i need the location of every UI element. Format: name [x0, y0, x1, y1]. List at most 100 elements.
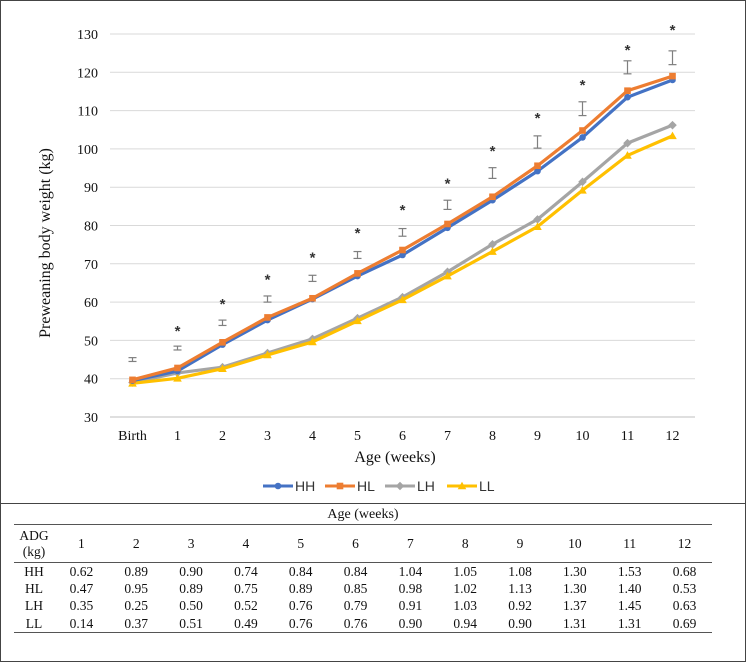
legend-item-hl: HL: [325, 478, 375, 494]
x-tick-label: 1: [174, 429, 181, 444]
table-cell: 0.35: [69, 598, 94, 614]
significance-markers: * * * * * * * * * * * *: [175, 22, 676, 340]
significance-star: *: [175, 323, 181, 340]
table-cell: 0.74: [234, 563, 258, 579]
data-point: [174, 364, 181, 372]
significance-star: *: [535, 110, 541, 127]
significance-star: *: [310, 250, 316, 267]
row-label: HL: [25, 580, 43, 596]
significance-star: *: [445, 175, 451, 192]
data-point: [173, 374, 182, 382]
error-bar: [443, 199, 452, 211]
column-header: 6: [352, 535, 359, 551]
data-point: [669, 72, 676, 80]
table-cell: 0.98: [398, 580, 423, 596]
table-cell: 0.90: [398, 615, 423, 631]
error-bar: [668, 50, 677, 66]
table-cell: 0.84: [288, 563, 313, 579]
significance-star: *: [355, 225, 361, 242]
adg-table-section: Age (weeks) ADG (kg) 1 2 3 4 5 6 7 8 9 10 11 12 HH 0…: [14, 506, 712, 633]
table-cell: 0.89: [124, 563, 149, 579]
gridlines: [110, 33, 695, 418]
y-tick-label: 80: [84, 220, 98, 235]
error-bar: [353, 250, 362, 260]
table-cell: 1.05: [453, 563, 478, 579]
error-bar: [173, 345, 182, 351]
x-tick-labels: Birth 1 2 3 4 5 6 7 8 9 10 11 12: [118, 429, 679, 444]
data-point: [489, 193, 496, 201]
y-tick-labels: 30 40 50 60 70 80 90 100 110 120 130: [77, 28, 98, 426]
table-header: Age (weeks): [327, 507, 399, 522]
data-point: [354, 270, 361, 277]
table-cell: 0.68: [672, 563, 697, 579]
table-cell: 0.76: [288, 598, 313, 614]
x-tick-label: 12: [666, 429, 680, 444]
x-tick-label: 6: [399, 429, 406, 444]
table-cell: 0.25: [124, 598, 149, 614]
table-cell: 0.75: [234, 580, 258, 596]
table-cell: 0.47: [69, 580, 94, 596]
data-point: [398, 295, 407, 304]
y-axis-title: Preweaning body weight (kg): [37, 148, 54, 338]
series-ll: [128, 131, 677, 387]
series-lines: [128, 72, 677, 387]
figure-divider: [0, 503, 746, 504]
legend-label: HH: [295, 478, 315, 494]
legend-item-hh: HH: [263, 478, 315, 494]
row-label-header: ADG (kg): [14, 525, 54, 563]
data-point: [488, 239, 497, 249]
table-cell: 1.03: [453, 598, 478, 614]
data-point: [443, 271, 452, 280]
data-point: [579, 134, 586, 141]
table-cell: 0.79: [343, 598, 368, 614]
table-cell: 0.85: [343, 580, 368, 596]
table-cell: 0.14: [69, 615, 94, 631]
column-header: 8: [461, 535, 469, 551]
data-point: [579, 127, 586, 134]
x-tick-label: 8: [489, 429, 496, 444]
table-cell: 0.69: [672, 615, 697, 631]
table-cell: 1.30: [563, 580, 587, 596]
table-cell: 1.37: [563, 598, 587, 614]
significance-star: *: [400, 202, 406, 219]
error-bar: [263, 295, 272, 303]
table-row: LL 0.14 0.37 0.51 0.49 0.76 0.76 0.90 0.94 0.90 1.…: [14, 615, 712, 633]
table-cell: 0.95: [124, 580, 149, 596]
table-cell: 0.52: [234, 598, 258, 614]
data-point: [457, 481, 467, 490]
table-row: LH 0.35 0.25 0.50 0.52 0.76 0.79 0.91 1.03 0.92 1.…: [14, 598, 712, 616]
legend-label: LL: [479, 478, 495, 494]
x-tick-label: 10: [576, 429, 590, 444]
table-body: HH 0.62 0.89 0.90 0.74 0.84 0.84 1.04 1.05 1.08 1.…: [14, 563, 712, 633]
table-cell: 1.13: [508, 580, 532, 596]
x-tick-label: 2: [219, 429, 226, 444]
data-point: [624, 87, 631, 94]
significance-star: *: [580, 77, 586, 94]
x-tick-label: 4: [309, 429, 316, 444]
legend-label: HL: [357, 478, 375, 494]
y-tick-label: 120: [77, 66, 98, 81]
column-header: 7: [407, 535, 414, 551]
y-tick-label: 40: [84, 373, 98, 388]
table-cell: 0.89: [288, 580, 313, 596]
table-row: HH 0.62 0.89 0.90 0.74 0.84 0.84 1.04 1.05 1.08 1.…: [14, 563, 712, 581]
data-point: [336, 482, 344, 490]
data-point: [218, 364, 227, 373]
column-header: 12: [677, 535, 692, 551]
x-tick-label: Birth: [118, 429, 147, 444]
error-bar: [308, 274, 317, 283]
table-cell: 0.90: [179, 563, 203, 579]
table-cell: 1.30: [563, 563, 587, 579]
data-point: [399, 251, 406, 259]
error-bar: [488, 167, 497, 179]
table-cell: 1.31: [617, 615, 642, 631]
row-label: HH: [24, 563, 44, 579]
y-tick-label: 70: [84, 258, 98, 273]
table-cell: 0.63: [672, 598, 697, 614]
data-point: [533, 222, 542, 230]
table-cell: 1.53: [617, 563, 642, 579]
column-header: 1: [78, 535, 85, 551]
x-tick-label: 9: [534, 429, 541, 444]
y-tick-label: 90: [84, 181, 98, 196]
